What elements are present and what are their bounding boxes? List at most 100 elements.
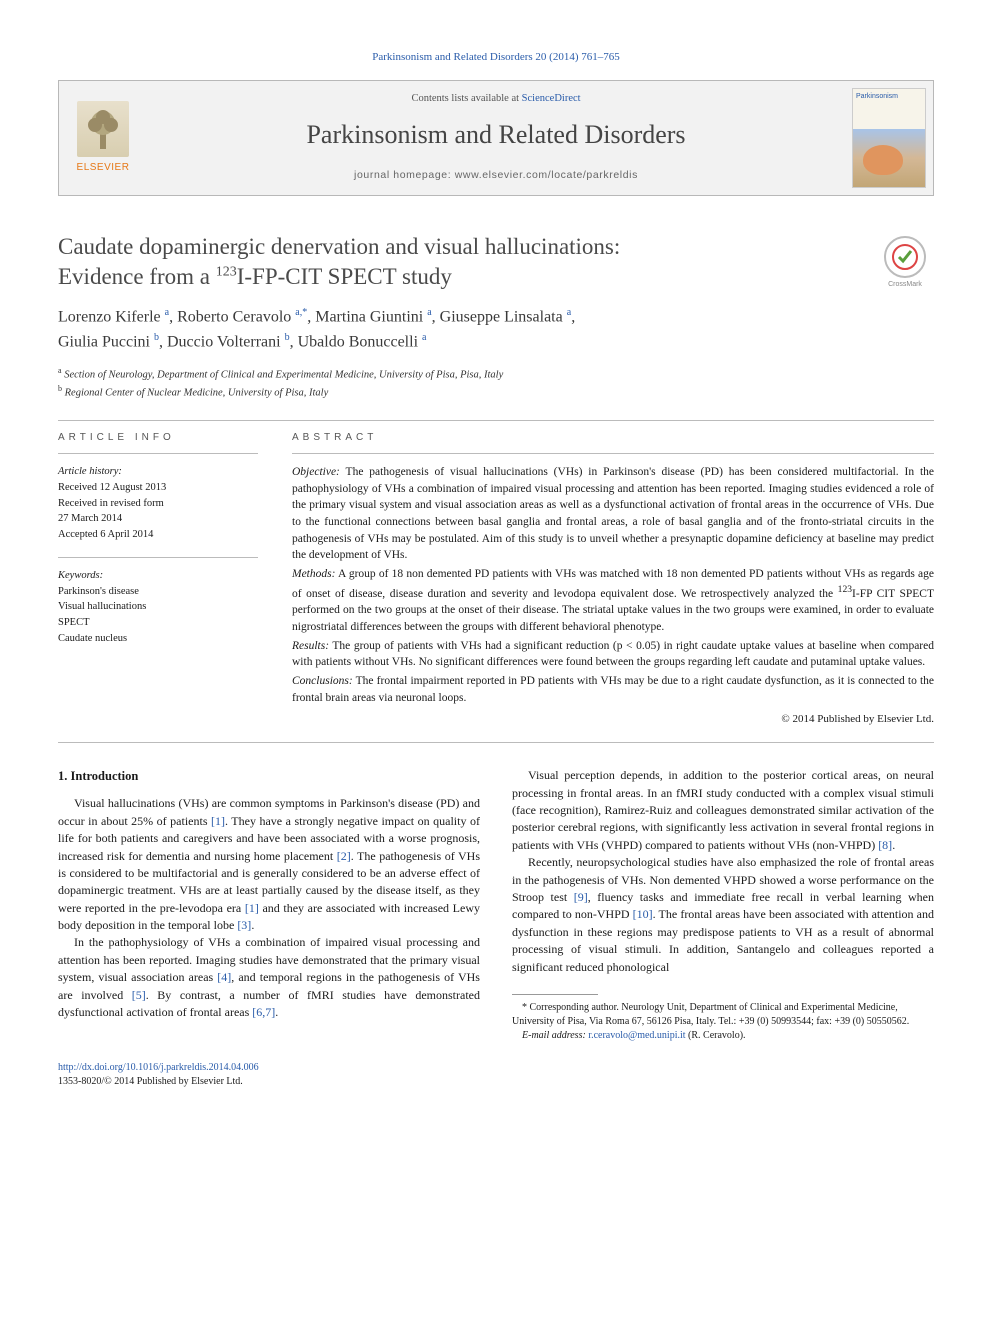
history-head: Article history: (58, 464, 258, 480)
title-line2-post: I-FP-CIT SPECT study (237, 264, 452, 289)
keyword: Parkinson's disease (58, 584, 258, 600)
author: Giuseppe Linsalata (440, 308, 563, 325)
aff-sup: b (58, 384, 62, 393)
body-paragraph: Visual hallucinations (VHs) are common s… (58, 795, 480, 934)
cover-title: Parkinsonism (853, 89, 925, 105)
publisher-logo: ELSEVIER (59, 81, 147, 195)
history-line: 27 March 2014 (58, 511, 258, 527)
authors-list: Lorenzo Kiferle a, Roberto Ceravolo a,*,… (58, 305, 934, 355)
aff-text: Regional Center of Nuclear Medicine, Uni… (65, 388, 329, 399)
crossmark-icon (891, 243, 919, 271)
doi-link[interactable]: http://dx.doi.org/10.1016/j.parkreldis.2… (58, 1062, 259, 1073)
author: Duccio Volterrani (167, 333, 281, 350)
journal-homepage: journal homepage: www.elsevier.com/locat… (155, 168, 837, 183)
divider (58, 742, 934, 743)
author-aff: b (154, 332, 159, 343)
divider (58, 557, 258, 558)
body-paragraph: Recently, neuropsychological studies hav… (512, 854, 934, 976)
keyword: SPECT (58, 615, 258, 631)
contents-prefix: Contents lists available at (411, 93, 521, 104)
corresponding-author: * Corresponding author. Neurology Unit, … (512, 1001, 934, 1029)
title-line1: Caudate dopaminergic denervation and vis… (58, 234, 620, 259)
abstract-label: ABSTRACT (292, 421, 934, 455)
abstract-column: ABSTRACT Objective: The pathogenesis of … (292, 421, 934, 729)
ref-link[interactable]: [5] (132, 988, 146, 1002)
journal-header: ELSEVIER Contents lists available at Sci… (58, 80, 934, 196)
abs-results-label: Results: (292, 640, 329, 652)
author-aff: a (427, 307, 431, 318)
corresponding-email: E-mail address: r.ceravolo@med.unipi.it … (512, 1029, 934, 1043)
abs-results: The group of patients with VHs had a sig… (292, 640, 934, 669)
author: Ubaldo Bonuccelli (298, 333, 418, 350)
ref-link[interactable]: [9] (574, 890, 588, 904)
abstract-body: Objective: The pathogenesis of visual ha… (292, 464, 934, 728)
issn-copyright: 1353-8020/© 2014 Published by Elsevier L… (58, 1075, 934, 1090)
author-aff: a,* (295, 307, 307, 318)
article-info-column: ARTICLE INFO Article history: Received 1… (58, 421, 258, 729)
author: Lorenzo Kiferle (58, 308, 161, 325)
history-line: Received in revised form (58, 496, 258, 512)
aff-text: Section of Neurology, Department of Clin… (64, 370, 503, 381)
ref-link[interactable]: [4] (217, 970, 231, 984)
article-title: Caudate dopaminergic denervation and vis… (58, 232, 860, 293)
footnotes: * Corresponding author. Neurology Unit, … (512, 1001, 934, 1043)
ref-link[interactable]: [6,7] (252, 1005, 275, 1019)
abs-objective-label: Objective: (292, 466, 340, 478)
body-text: . (251, 918, 254, 932)
ref-link[interactable]: [1] (245, 901, 259, 915)
footnote-separator (512, 994, 598, 995)
ref-link[interactable]: [2] (337, 849, 351, 863)
title-line2-pre: Evidence from a (58, 264, 216, 289)
homepage-url[interactable]: www.elsevier.com/locate/parkreldis (455, 169, 638, 181)
history-line: Received 12 August 2013 (58, 480, 258, 496)
author: Giulia Puccini (58, 333, 150, 350)
title-isotope-sup: 123 (216, 265, 237, 280)
abs-methods-sup: 123 (838, 584, 852, 595)
email-link[interactable]: r.ceravolo@med.unipi.it (588, 1030, 685, 1041)
section-heading: 1. Introduction (58, 767, 480, 785)
abs-methods-label: Methods: (292, 568, 335, 580)
journal-name: Parkinsonism and Related Disorders (155, 116, 837, 154)
history-line: Accepted 6 April 2014 (58, 527, 258, 543)
elsevier-tree-icon (77, 101, 129, 157)
ref-link[interactable]: [10] (633, 907, 653, 921)
body-paragraph: In the pathophysiology of VHs a combinat… (58, 934, 480, 1021)
body-text: . (892, 838, 895, 852)
author-aff: b (285, 332, 290, 343)
abstract-copyright: © 2014 Published by Elsevier Ltd. (292, 712, 934, 728)
author: Martina Giuntini (315, 308, 423, 325)
journal-cover: Parkinsonism (845, 81, 933, 195)
body-text: Visual perception depends, in addition t… (512, 768, 934, 852)
abs-objective: The pathogenesis of visual hallucination… (292, 466, 934, 561)
keyword: Visual hallucinations (58, 599, 258, 615)
abs-conclusions: The frontal impairment reported in PD pa… (292, 675, 934, 704)
keywords-block: Keywords: Parkinson's disease Visual hal… (58, 568, 258, 647)
aff-sup: a (58, 366, 62, 375)
body-text: . (275, 1005, 278, 1019)
article-body: 1. Introduction Visual hallucinations (V… (58, 767, 934, 1043)
affiliations: a Section of Neurology, Department of Cl… (58, 365, 934, 402)
author-aff: a (567, 307, 571, 318)
abs-conclusions-label: Conclusions: (292, 675, 353, 687)
ref-link[interactable]: [3] (237, 918, 251, 932)
email-who: (R. Ceravolo). (686, 1030, 746, 1041)
author: Roberto Ceravolo (177, 308, 291, 325)
email-label: E-mail address: (522, 1030, 586, 1041)
top-citation: Parkinsonism and Related Disorders 20 (2… (58, 50, 934, 66)
keyword: Caudate nucleus (58, 631, 258, 647)
crossmark-badge[interactable]: CrossMark (876, 236, 934, 290)
article-info-label: ARTICLE INFO (58, 421, 258, 455)
contents-available: Contents lists available at ScienceDirec… (155, 91, 837, 106)
body-paragraph: Visual perception depends, in addition t… (512, 767, 934, 854)
article-history: Article history: Received 12 August 2013… (58, 464, 258, 543)
publisher-logo-text: ELSEVIER (77, 161, 130, 176)
crossmark-label: CrossMark (888, 280, 922, 290)
author-aff: a (422, 332, 426, 343)
author-aff: a (165, 307, 169, 318)
sciencedirect-link[interactable]: ScienceDirect (522, 93, 581, 104)
page-footer: http://dx.doi.org/10.1016/j.parkreldis.2… (58, 1061, 934, 1090)
ref-link[interactable]: [8] (878, 838, 892, 852)
homepage-prefix: journal homepage: (354, 169, 455, 181)
ref-link[interactable]: [1] (211, 814, 225, 828)
keywords-head: Keywords: (58, 568, 258, 584)
